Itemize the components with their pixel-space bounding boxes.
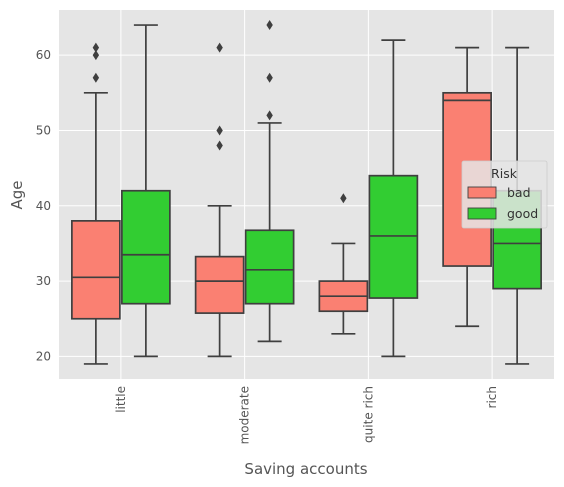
box-good-quite-rich	[368, 39, 419, 358]
outlier-point	[340, 193, 347, 204]
outlier-point	[92, 50, 100, 61]
x-tick-label: quite rich	[361, 386, 375, 443]
y-tick-label: 20	[36, 349, 51, 363]
x-tick-labels: little moderate quite rich rich	[114, 386, 499, 444]
box-bad-quite-rich	[318, 193, 369, 335]
box-bad-moderate	[194, 42, 245, 358]
iqr-box	[244, 229, 295, 305]
x-tick-label: moderate	[238, 386, 252, 444]
x-tick-label: little	[114, 386, 128, 413]
boxes	[71, 20, 542, 365]
legend: Risk bad good	[461, 160, 548, 229]
box-good-moderate	[244, 20, 295, 343]
x-axis-label: Saving accounts	[244, 460, 367, 478]
y-tick-labels: 20 30 40 50 60	[36, 48, 51, 363]
y-tick-label: 40	[36, 199, 51, 213]
outlier-point	[216, 42, 223, 53]
x-tick-label: rich	[485, 386, 499, 408]
iqr-box	[71, 220, 121, 320]
outlier-point	[266, 110, 273, 121]
y-tick-label: 30	[36, 274, 51, 288]
iqr-box	[368, 174, 419, 299]
legend-title: Risk	[491, 166, 518, 181]
y-tick-label: 50	[36, 123, 51, 137]
box-good-little	[121, 24, 171, 358]
outlier-point	[216, 140, 223, 151]
outlier-point	[216, 125, 223, 136]
legend-swatch-good	[467, 207, 497, 220]
iqr-box	[121, 189, 171, 305]
outlier-point	[266, 20, 273, 31]
iqr-box	[194, 255, 245, 314]
outlier-point	[92, 72, 100, 83]
legend-swatch-bad	[467, 186, 497, 199]
y-axis-label: Age	[8, 180, 26, 209]
y-tick-label: 60	[36, 48, 51, 62]
legend-label-bad: bad	[507, 185, 531, 200]
box-bad-little	[71, 42, 121, 365]
legend-label-good: good	[507, 206, 538, 221]
outlier-point	[266, 72, 273, 83]
outlier-point	[92, 42, 100, 53]
